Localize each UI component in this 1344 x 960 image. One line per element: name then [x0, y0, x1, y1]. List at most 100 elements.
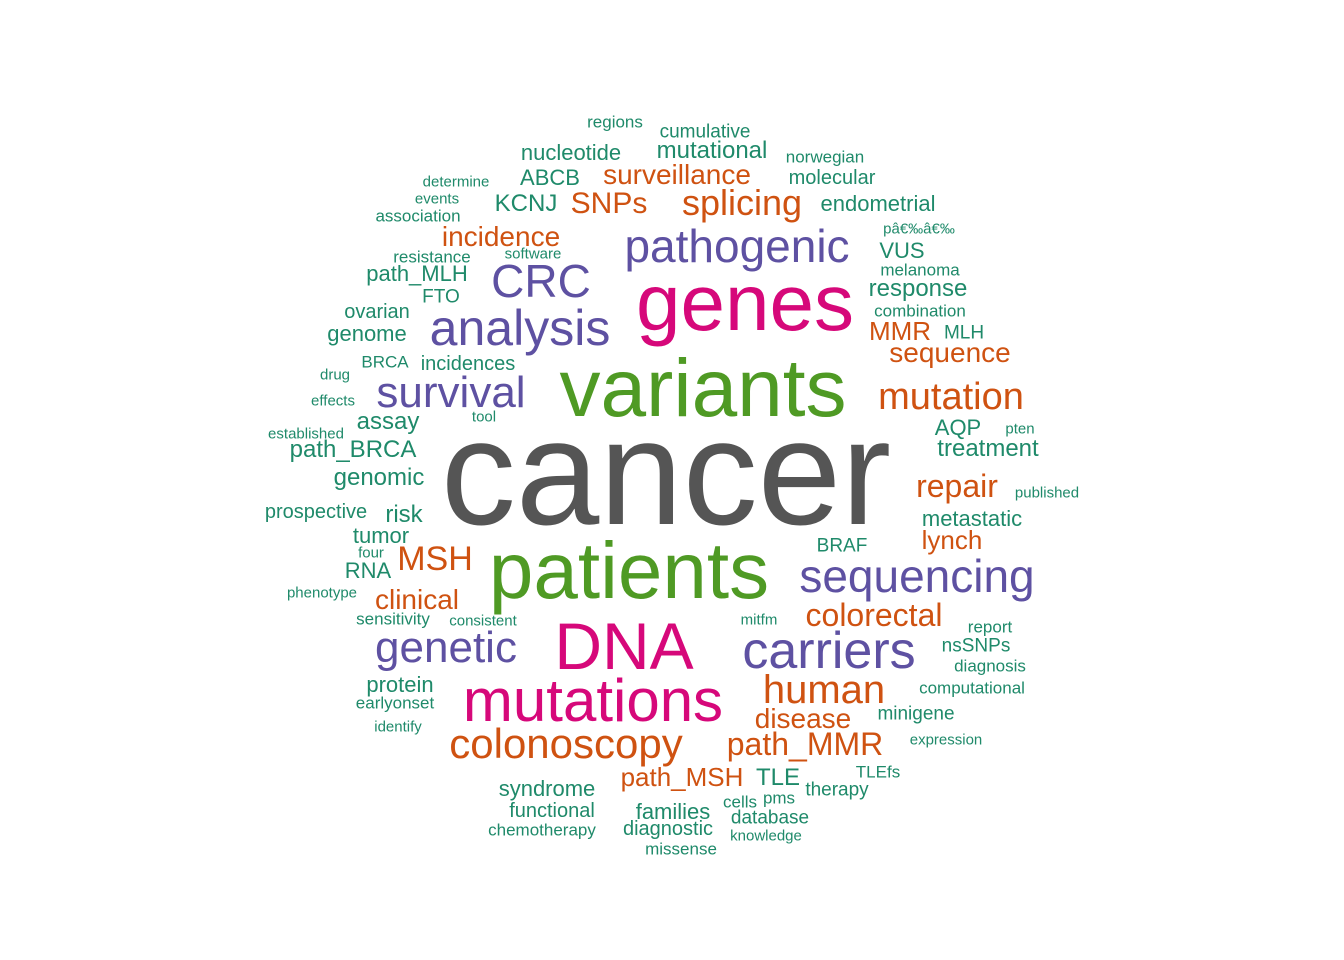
word-treatment: treatment — [937, 435, 1039, 462]
word-mutations: mutations — [462, 667, 724, 734]
word-path-msh: path_MSH — [620, 762, 744, 792]
word-ovarian: ovarian — [344, 301, 410, 323]
word-genomic: genomic — [333, 464, 425, 491]
word-sequencing: sequencing — [799, 550, 1035, 602]
word-path-mmr: path_MMR — [726, 726, 884, 762]
word-splicing: splicing — [681, 182, 803, 223]
word-minigene: minigene — [877, 703, 955, 725]
word-syndrome: syndrome — [498, 776, 596, 801]
word-established: established — [268, 425, 344, 443]
word-dna: DNA — [554, 609, 694, 683]
word-software: software — [504, 245, 562, 263]
word-carriers: carriers — [742, 622, 916, 680]
word-rna: RNA — [344, 558, 392, 583]
word-pathogenic: pathogenic — [624, 220, 850, 272]
word-repair: repair — [916, 468, 998, 504]
word-pms: pms — [762, 788, 796, 808]
word-disease: disease — [754, 703, 852, 734]
word-colonoscopy: colonoscopy — [449, 720, 683, 767]
word-earlyonset: earlyonset — [355, 693, 435, 713]
word-functional: functional — [509, 800, 595, 822]
word-msh: MSH — [397, 540, 473, 578]
word-computational: computational — [919, 678, 1025, 698]
word-protein: protein — [366, 672, 434, 697]
word-knowledge: knowledge — [730, 827, 802, 845]
word-published: published — [1014, 484, 1080, 502]
word-genes: genes — [636, 258, 854, 347]
word-genetic: genetic — [375, 623, 517, 672]
word-diagnosis: diagnosis — [954, 656, 1026, 676]
word-tumor: tumor — [352, 523, 410, 548]
word-snps: SNPs — [570, 187, 648, 220]
word-database: database — [730, 807, 810, 829]
word-mutational: mutational — [656, 137, 768, 164]
word-pa-garbled: pâ€‰â€‰ — [883, 220, 955, 238]
word-resistance: resistance — [393, 247, 471, 267]
word-lynch: lynch — [921, 525, 983, 555]
word-vus: VUS — [879, 238, 925, 263]
word-analysis: analysis — [429, 300, 611, 356]
word-crc: CRC — [491, 255, 591, 307]
word-path-mlh: path_MLH — [366, 261, 468, 286]
word-diagnostic: diagnostic — [622, 818, 714, 840]
word-mmr: MMR — [868, 316, 932, 346]
word-variants: variants — [559, 343, 847, 434]
word-path-brca: path_BRCA — [289, 436, 417, 463]
word-braf: BRAF — [816, 535, 868, 557]
word-phenotype: phenotype — [286, 584, 358, 602]
word-pten: pten — [1005, 420, 1035, 438]
word-drug: drug — [319, 366, 351, 384]
word-incidence: incidence — [441, 221, 561, 252]
word-combination: combination — [874, 301, 966, 321]
word-mlh: MLH — [943, 322, 985, 344]
word-surveillance: surveillance — [603, 159, 751, 190]
word-tool: tool — [471, 408, 497, 426]
word-consistent: consistent — [449, 612, 517, 630]
word-metastatic: metastatic — [921, 506, 1023, 531]
word-prospective: prospective — [264, 501, 368, 523]
word-cumulative: cumulative — [659, 121, 751, 143]
word-report: report — [967, 617, 1013, 637]
word-endometrial: endometrial — [820, 191, 936, 216]
word-norwegian: norwegian — [785, 147, 865, 167]
word-brca: BRCA — [361, 352, 409, 372]
word-therapy: therapy — [805, 779, 869, 801]
word-incidences: incidences — [420, 353, 516, 375]
word-chemotherapy: chemotherapy — [488, 820, 596, 840]
word-assay: assay — [356, 408, 420, 435]
word-determine: determine — [422, 173, 490, 191]
word-melanoma: melanoma — [880, 260, 960, 280]
word-human: human — [762, 668, 886, 712]
word-association: association — [375, 206, 461, 226]
word-nucleotide: nucleotide — [520, 140, 622, 165]
word-sensitivity: sensitivity — [356, 609, 430, 629]
word-kcnj: KCNJ — [494, 190, 558, 217]
word-effects: effects — [311, 392, 355, 410]
word-cells: cells — [722, 792, 758, 812]
word-abcb: ABCB — [520, 165, 580, 190]
word-colorectal: colorectal — [805, 597, 943, 633]
word-tle: TLE — [755, 764, 801, 791]
word-survival: survival — [376, 368, 526, 417]
word-four: four — [358, 544, 384, 562]
word-identify: identify — [374, 718, 422, 736]
word-cancer: cancer — [440, 388, 892, 556]
word-aqp: AQP — [934, 415, 982, 440]
word-nssnps: nsSNPs — [941, 635, 1011, 657]
word-molecular: molecular — [788, 167, 876, 189]
word-regions: regions — [587, 112, 643, 132]
word-tlefs: TLEfs — [855, 762, 901, 782]
word-expression: expression — [909, 731, 983, 749]
word-genome: genome — [327, 321, 407, 346]
word-risk: risk — [385, 501, 423, 528]
word-fto: FTO — [422, 286, 460, 308]
word-events: events — [414, 190, 460, 208]
word-response: response — [868, 275, 968, 302]
word-missense: missense — [645, 839, 717, 859]
word-mutation: mutation — [878, 376, 1024, 418]
word-families: families — [635, 799, 711, 824]
word-mitfm: mitfm — [740, 611, 778, 629]
word-sequence: sequence — [889, 337, 1011, 368]
word-clinical: clinical — [374, 584, 460, 615]
